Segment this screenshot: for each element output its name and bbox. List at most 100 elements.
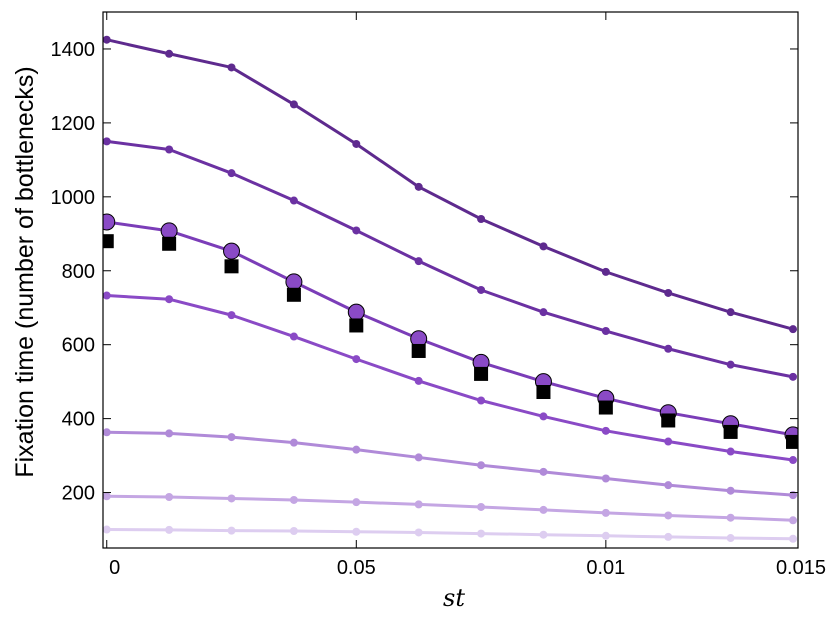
data-point [664,288,673,297]
data-point [789,516,798,525]
plot-frame [102,11,799,549]
series-5 [103,492,798,525]
data-point [477,461,486,470]
axes: 200 400 600 800 1000 1200 1400 0 0.05 0.01 0.015 [51,11,826,579]
x-tick-label: 0.05 [337,557,376,579]
data-point [352,226,361,235]
data-point [103,492,111,501]
data-point [227,433,236,442]
circle-marker [160,222,178,240]
data-point [539,308,548,317]
circle-marker [347,303,365,321]
x-tick-label: 0 [109,557,120,579]
data-point [414,376,423,385]
series-line [106,294,794,462]
data-point [664,344,673,353]
series-line [106,528,794,541]
data-point [352,445,361,454]
data-point [352,498,361,507]
series-7 [103,213,798,444]
square-marker [661,413,676,428]
data-point [289,526,298,535]
data-point [726,513,735,522]
data-point [289,196,298,205]
data-point [726,486,735,495]
circle-marker [223,242,241,260]
circle-marker [103,213,116,231]
data-point [103,35,111,44]
plot-area [103,35,798,543]
y-tick-label: 400 [62,409,95,431]
data-point [165,145,174,154]
x-axis-label: st [443,584,465,612]
data-point [539,242,548,251]
x-tick-label: 0.01 [586,557,625,579]
series-line [106,220,794,437]
data-point [726,534,735,543]
square-marker [474,366,489,381]
square-marker [786,434,798,449]
data-point [352,139,361,148]
data-point [539,412,548,421]
data-point [165,429,174,438]
data-point [289,332,298,341]
data-point [227,169,236,178]
series-1 [103,137,798,381]
data-point [477,502,486,511]
data-point [726,447,735,456]
data-point [664,481,673,490]
data-point [477,396,486,405]
data-point [414,500,423,509]
data-point [664,532,673,541]
data-point [227,63,236,72]
data-point [477,285,486,294]
data-point [165,49,174,58]
x-tick-label: 0.015 [776,557,826,579]
square-marker [286,287,301,302]
data-point [726,308,735,317]
data-point [227,526,236,535]
data-point [539,530,548,539]
data-point [539,467,548,476]
series-3 [103,291,798,465]
data-point [414,257,423,266]
circle-marker [285,273,303,291]
series-line [106,430,794,497]
data-point [664,511,673,520]
data-point [789,372,798,381]
square-marker [536,385,551,400]
data-point [789,325,798,334]
data-point [477,529,486,538]
y-tick-label: 1400 [51,39,96,61]
y-tick-label: 600 [62,335,95,357]
data-point [165,525,174,534]
data-point [601,474,610,483]
data-point [539,505,548,514]
square-marker [723,424,738,439]
y-axis-label: Fixation time (number of bottlenecks) [11,66,39,477]
y-tick-label: 800 [62,261,95,283]
data-point [289,438,298,447]
data-point [601,327,610,336]
series-8 [103,234,798,449]
series-line [106,494,794,522]
series-4 [103,428,798,500]
y-tick-label: 200 [62,483,95,505]
data-point [289,495,298,504]
series-6 [103,525,798,543]
y-tick-label: 1000 [51,187,96,209]
series-group [103,35,798,543]
data-point [789,456,798,465]
data-point [165,295,174,304]
data-point [477,215,486,224]
data-point [165,492,174,501]
data-point [103,428,111,437]
data-point [726,360,735,369]
data-point [664,437,673,446]
data-point [289,100,298,109]
data-point [601,426,610,435]
data-point [352,527,361,536]
series-2 [103,217,798,439]
square-marker [224,259,239,274]
